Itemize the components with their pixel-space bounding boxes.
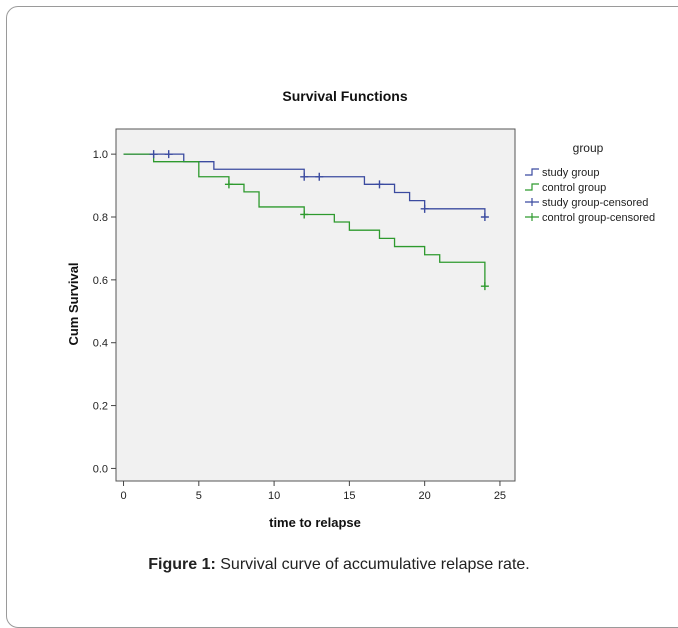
chart-title: Survival Functions <box>282 88 407 104</box>
legend-swatch <box>525 198 539 206</box>
x-tick-label: 10 <box>268 490 280 502</box>
caption-text: Survival curve of accumulative relapse r… <box>215 556 530 573</box>
censor-mark <box>420 204 429 213</box>
caption-label: Figure 1: <box>148 556 216 573</box>
censor-layer <box>149 150 489 291</box>
x-axis-label: time to relapse <box>269 515 361 530</box>
legend: study group control group study group-cens… <box>525 167 655 224</box>
censor-mark <box>224 180 233 189</box>
censor-mark <box>480 213 489 221</box>
series-layer <box>123 153 486 287</box>
x-tick-label: 25 <box>494 490 506 502</box>
study-group-line <box>123 153 486 217</box>
y-tick-label: 0.2 <box>93 401 108 413</box>
y-tick-label: 0.8 <box>93 212 108 224</box>
legend-swatch <box>525 168 539 176</box>
plot-area <box>115 128 516 482</box>
censor-mark <box>300 210 309 219</box>
legend-label: study group-censored <box>542 197 648 209</box>
censor-mark <box>164 150 173 159</box>
censor-mark <box>480 282 489 291</box>
y-tick-label: 0.0 <box>93 463 108 475</box>
y-axis-label: Cum Survival <box>66 262 81 345</box>
survival-chart: Survival Functions 0 5 10 15 20 25 0.00.20.40… <box>66 88 655 530</box>
censor-mark <box>315 172 324 181</box>
x-axis: 0 5 10 15 20 25 <box>120 481 506 502</box>
censor-mark <box>375 180 384 189</box>
censor-mark <box>149 150 158 159</box>
x-tick-label: 15 <box>343 490 355 502</box>
censor-mark <box>300 172 309 181</box>
x-tick-label: 5 <box>196 490 202 502</box>
y-axis: 0.0 0.2 0.4 0.6 0.8 1.0 <box>93 149 116 475</box>
x-tick-label: 0 <box>120 490 126 502</box>
y-tick-label: 0.6 <box>93 275 108 287</box>
legend-swatch <box>525 213 539 221</box>
x-tick-label: 20 <box>419 490 431 502</box>
legend-title: group <box>573 141 604 155</box>
legend-label: control group <box>542 182 606 194</box>
control-group-line <box>123 153 486 287</box>
legend-swatch <box>525 183 539 191</box>
y-tick-label: 1.0 <box>93 149 108 161</box>
legend-label: control group-censored <box>542 212 655 224</box>
y-tick-label: 0.4 <box>93 338 108 350</box>
legend-label: study group <box>542 167 599 179</box>
figure-caption: Figure 1: Survival curve of accumulative… <box>0 556 678 574</box>
